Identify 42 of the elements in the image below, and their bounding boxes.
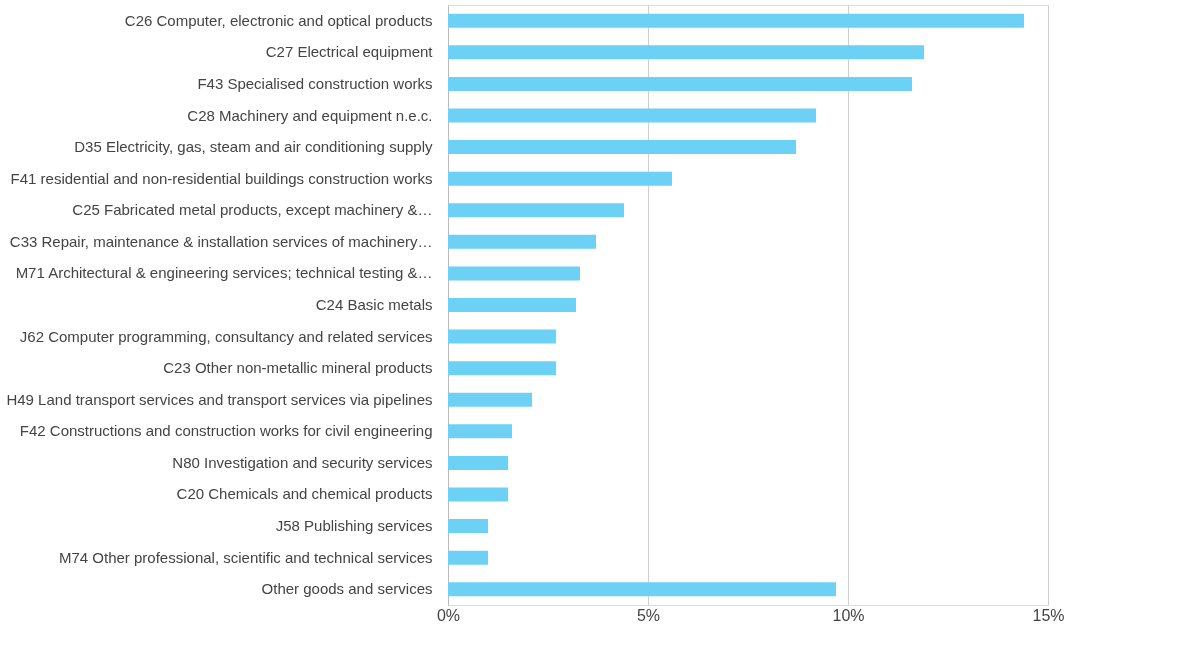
bar <box>448 203 624 218</box>
bar <box>448 550 488 565</box>
y-tick-label: F41 residential and non-residential buildings construction works <box>10 169 433 187</box>
y-tick-label: M71 Architectural & engineering services; technical testing &… <box>15 264 433 282</box>
y-tick-label: M74 Other professional, scientific and technical services <box>58 548 433 566</box>
x-tick-label: 0% <box>436 606 461 624</box>
y-tick-label: C33 Repair, maintenance & installation services of machinery… <box>9 232 433 250</box>
bar <box>448 108 816 123</box>
bar <box>448 392 532 407</box>
y-tick-label: C28 Machinery and equipment n.e.c. <box>187 106 433 124</box>
bar <box>448 140 796 155</box>
y-tick-label: Other goods and services <box>261 580 433 598</box>
bar <box>448 424 512 439</box>
y-tick-label: H49 Land transport services and transport services via pipelines <box>6 390 433 408</box>
y-tick-label: C25 Fabricated metal products, except machinery &… <box>72 201 433 219</box>
bar <box>448 76 912 91</box>
y-tick-label: N80 Investigation and security services <box>172 453 433 471</box>
bar <box>448 298 576 312</box>
bar <box>448 329 556 344</box>
y-tick-label: D35 Electricity, gas, steam and air conditioning supply <box>74 138 433 156</box>
y-tick-label: J62 Computer programming, consultancy and related services <box>19 327 433 345</box>
y-tick-label: F42 Constructions and construction works for civil engineering <box>19 422 433 440</box>
y-tick-label: C26 Computer, electronic and optical products <box>124 11 433 29</box>
bar <box>448 519 488 534</box>
x-tick-label: 15% <box>1032 606 1065 624</box>
y-tick-label: J58 Publishing services <box>275 517 433 535</box>
y-tick-label: F43 Specialised construction works <box>197 74 433 92</box>
y-tick-label: C24 Basic metals <box>315 296 433 313</box>
bar <box>448 13 1024 28</box>
bar <box>448 234 596 249</box>
bar <box>448 266 580 281</box>
y-tick-label: C20 Chemicals and chemical products <box>176 485 433 503</box>
bar <box>448 361 556 376</box>
bar <box>448 455 508 470</box>
bar <box>448 487 508 502</box>
x-tick-label: 5% <box>636 606 661 624</box>
bar <box>448 171 672 186</box>
bar <box>448 582 836 597</box>
bar <box>448 45 924 60</box>
y-tick-label: C23 Other non-metallic mineral products <box>163 359 433 377</box>
y-tick-label: C27 Electrical equipment <box>265 43 434 61</box>
x-tick-label: 10% <box>832 606 865 624</box>
